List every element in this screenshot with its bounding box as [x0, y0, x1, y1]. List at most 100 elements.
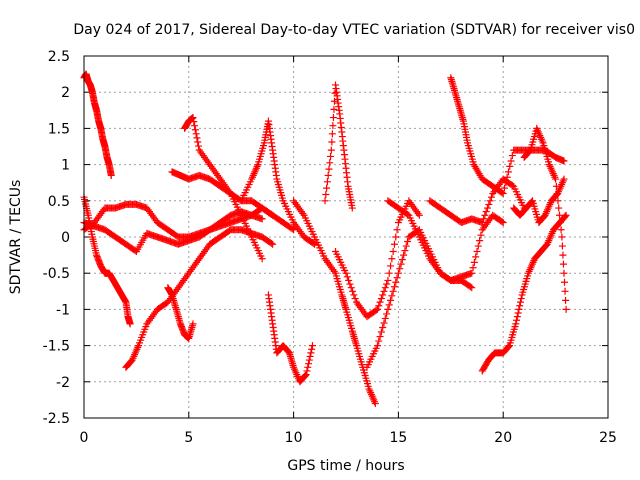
- data-point: [387, 296, 395, 304]
- data-point: [560, 175, 568, 183]
- data-point: [562, 305, 570, 313]
- data-point: [193, 134, 201, 142]
- plot-frame: [83, 55, 609, 419]
- data-point: [554, 197, 562, 205]
- data-point: [557, 226, 565, 234]
- x-tick-label: 10: [285, 430, 303, 446]
- data-point: [387, 262, 395, 270]
- tick-labels: 0 5 10 15 20 25 2.5 2 1.5 1 0.5 0 -0.5 -1 -1.5 -2 -2.5: [43, 49, 617, 446]
- data-point: [561, 212, 569, 220]
- data-point: [388, 292, 396, 300]
- data-point: [393, 226, 401, 234]
- data-point: [377, 328, 385, 336]
- data-point: [552, 182, 560, 190]
- data-point: [323, 178, 331, 186]
- data-point: [126, 320, 134, 328]
- data-point: [470, 258, 478, 266]
- data-point: [189, 114, 197, 122]
- data-point: [487, 193, 495, 201]
- data-point: [505, 343, 513, 351]
- data-point: [526, 147, 534, 155]
- series-track-18: [478, 211, 570, 375]
- data-point: [342, 269, 350, 277]
- data-point: [325, 165, 333, 173]
- data-point: [349, 287, 357, 295]
- data-point: [346, 280, 354, 288]
- x-axis-label: GPS time / hours: [287, 458, 404, 474]
- data-point: [498, 189, 506, 197]
- data-point: [373, 342, 381, 350]
- y-tick-label: 1.5: [48, 121, 70, 137]
- data-point: [389, 287, 397, 295]
- data-point: [304, 363, 312, 371]
- data-point: [504, 168, 512, 176]
- data-point: [503, 173, 511, 181]
- data-point: [560, 157, 568, 165]
- data-point: [351, 295, 359, 303]
- chart-title: Day 024 of 2017, Sidereal Day-to-day VTE…: [73, 22, 635, 38]
- data-point: [191, 122, 199, 130]
- data-point: [302, 371, 310, 379]
- data-point: [308, 342, 316, 350]
- data-point: [553, 190, 561, 198]
- y-tick-label: -2.5: [43, 411, 70, 427]
- data-point: [468, 284, 476, 292]
- data-point: [191, 126, 199, 134]
- data-point: [383, 280, 391, 288]
- data-point: [392, 278, 400, 286]
- series-track-10: [264, 291, 316, 386]
- data-point: [517, 295, 525, 303]
- data-point: [482, 208, 490, 216]
- data-point: [513, 313, 521, 321]
- data-point: [324, 171, 332, 179]
- data-point: [189, 320, 197, 328]
- data-point: [481, 211, 489, 219]
- data-point: [194, 142, 202, 150]
- y-tick-label: -0.5: [43, 266, 70, 282]
- y-axis-label: SDTVAR / TECUs: [8, 180, 24, 295]
- data-point: [404, 210, 412, 218]
- data-point: [306, 352, 314, 360]
- data-point: [486, 197, 494, 205]
- data-point: [398, 256, 406, 264]
- data-point: [305, 360, 313, 368]
- x-tick-label: 15: [389, 430, 407, 446]
- data-point: [269, 240, 277, 248]
- data-point: [478, 219, 486, 227]
- data-point: [388, 255, 396, 263]
- data-point: [347, 284, 355, 292]
- data-point: [558, 242, 566, 250]
- data-point: [301, 371, 309, 379]
- data-point: [499, 219, 507, 227]
- data-point: [371, 400, 379, 408]
- data-point: [415, 211, 423, 219]
- data-point: [385, 301, 393, 309]
- data-point: [476, 237, 484, 245]
- data-point: [474, 242, 482, 250]
- data-point: [389, 247, 397, 255]
- data-point: [394, 269, 402, 277]
- series-track-6: [164, 284, 197, 342]
- data-point: [561, 287, 569, 295]
- series-track-16: [426, 175, 528, 227]
- data-point: [559, 260, 567, 268]
- data-point: [466, 283, 474, 291]
- data-point: [308, 345, 316, 353]
- data-point: [402, 242, 410, 250]
- data-point: [508, 152, 516, 160]
- x-tick-label: 5: [184, 430, 193, 446]
- data-point: [404, 238, 412, 246]
- data-point: [377, 295, 385, 303]
- series-track-20: [520, 124, 570, 313]
- data-point: [515, 305, 523, 313]
- x-tick-label: 25: [599, 430, 617, 446]
- data-point: [562, 211, 570, 219]
- data-point: [192, 130, 200, 138]
- data-point: [516, 298, 524, 306]
- data-point: [288, 225, 296, 233]
- y-tick-label: -1.5: [43, 339, 70, 355]
- x-tick-label: 0: [80, 430, 89, 446]
- data-point: [514, 309, 522, 317]
- data-point: [379, 291, 387, 299]
- data-point: [375, 302, 383, 310]
